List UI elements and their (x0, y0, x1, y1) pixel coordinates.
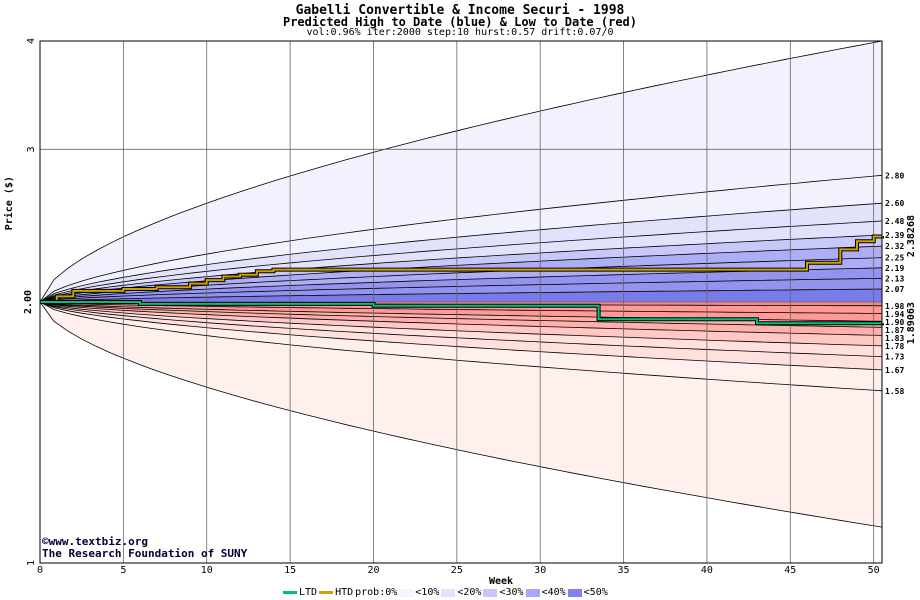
band-label: 2.32 (885, 242, 904, 251)
x-tick-label: 20 (367, 565, 379, 576)
legend-prob-20: <20% (457, 587, 482, 598)
x-tick-label: 0 (37, 565, 43, 576)
band-boundary-16 (39, 301, 883, 357)
x-tick-label: 50 (868, 565, 880, 576)
band-boundary-4 (39, 234, 883, 303)
band-boundary-18 (39, 301, 883, 392)
band-boundary-9 (39, 288, 883, 303)
low-band-3 (40, 302, 882, 357)
y-tick-label: 4 (26, 38, 37, 44)
high-band-7 (40, 267, 882, 302)
band-label: 2.80 (885, 171, 904, 180)
ltd-series-line (40, 301, 883, 325)
band-boundary-1 (39, 174, 883, 303)
chart-subtitle: Predicted High to Date (blue) & Low to D… (282, 15, 637, 29)
band-boundary-15 (39, 301, 883, 347)
band-label: 1.87 (885, 326, 904, 335)
high-band-0 (40, 41, 882, 302)
band-boundary-8 (39, 277, 883, 303)
y-axis-label: Price ($) (3, 176, 15, 230)
band-label: 2.19 (885, 264, 904, 273)
x-tick-label: 15 (284, 565, 296, 576)
series-lines (40, 234, 884, 326)
y-tick-label: 3 (26, 146, 37, 152)
band-label: 1.67 (885, 366, 904, 375)
credit-organization: The Research Foundation of SUNY (42, 547, 248, 560)
band-boundary-14 (39, 301, 883, 336)
band-label: 1.73 (885, 353, 904, 362)
band-labels: 2.80 2.60 2.48 2.39 2.32 2.252.192.13 2.07 1.98… (885, 171, 917, 395)
band-label: 2.39 (885, 231, 904, 240)
low-band-2 (40, 302, 882, 370)
legend: LTD HTD prob:0% <10% <20% <30% <40% <50% (283, 587, 608, 598)
high-band-3 (40, 221, 882, 302)
high-band-2 (40, 203, 882, 302)
band-label: 2.13 (885, 274, 904, 283)
x-tick-label: 30 (534, 565, 546, 576)
legend-prob-40: <40% (541, 587, 566, 598)
legend-ltd: LTD (299, 587, 318, 598)
htd-final-label: 2.38268 (906, 215, 917, 257)
low-band-0 (40, 302, 882, 528)
probability-bands (39, 40, 883, 528)
legend-htd: HTD (335, 587, 354, 598)
x-tick-label: 25 (451, 565, 463, 576)
legend-prob-50: <50% (583, 587, 608, 598)
x-axis-label: Week (489, 576, 513, 587)
axes: 0 5 10 15 20 25 30 35 40 45 50 Week 1 3 4 2.00 Price ($) (3, 38, 883, 587)
prob-swatch-1 (399, 588, 414, 597)
x-tick-label: 10 (201, 565, 213, 576)
prob-swatch-4 (525, 588, 540, 597)
x-tick-label: 40 (701, 565, 713, 576)
band-label: 2.60 (885, 199, 904, 208)
low-band-4 (40, 302, 882, 346)
chart-params: vol:0.96% iter:2000 step:10 hurst:0.57 d… (306, 27, 614, 38)
legend-prob-10: <10% (415, 587, 440, 598)
band-boundary-17 (39, 301, 883, 371)
low-band-1 (40, 302, 882, 391)
band-label: 1.98 (885, 302, 904, 311)
band-boundary-2 (39, 202, 883, 303)
band-boundary-3 (39, 220, 883, 303)
x-tick-label: 45 (784, 565, 796, 576)
band-label: 1.90 (885, 318, 904, 327)
htd-swatch (319, 591, 334, 594)
high-band-1 (40, 175, 882, 302)
band-label: 2.48 (885, 217, 904, 226)
band-boundary-13 (39, 301, 883, 328)
ltd-final-label: 1.89063 (906, 302, 917, 344)
prob-swatch-5 (567, 588, 582, 597)
prob-swatch-3 (483, 588, 498, 597)
legend-prob-30: <30% (499, 587, 524, 598)
high-band-5 (40, 246, 882, 302)
chart-title: Gabelli Convertible & Income Securi - 19… (295, 3, 625, 18)
band-boundary-0 (39, 40, 883, 303)
high-band-9 (40, 289, 882, 302)
start-value-label: 2.00 (23, 290, 34, 314)
legend-prob: prob:0% (355, 587, 398, 598)
htd-series-line (40, 235, 883, 303)
band-label: 1.83 (885, 334, 904, 343)
x-tick-label: 5 (120, 565, 126, 576)
credit-website: ©www.textbiz.org (42, 535, 148, 548)
band-label: 2.07 (885, 285, 904, 294)
prob-swatch-2 (441, 588, 456, 597)
band-boundary-5 (39, 245, 883, 303)
band-boundary-19 (39, 301, 883, 528)
ltd-swatch (283, 591, 297, 594)
band-label: 2.25 (885, 254, 904, 263)
low-band-7 (40, 302, 882, 322)
high-band-4 (40, 234, 882, 302)
y-tick-label: 1 (26, 560, 37, 566)
band-label: 1.58 (885, 387, 904, 396)
band-label: 1.78 (885, 342, 904, 351)
plot-frame (39, 40, 883, 564)
x-tick-label: 35 (618, 565, 630, 576)
band-label: 1.94 (885, 310, 904, 319)
